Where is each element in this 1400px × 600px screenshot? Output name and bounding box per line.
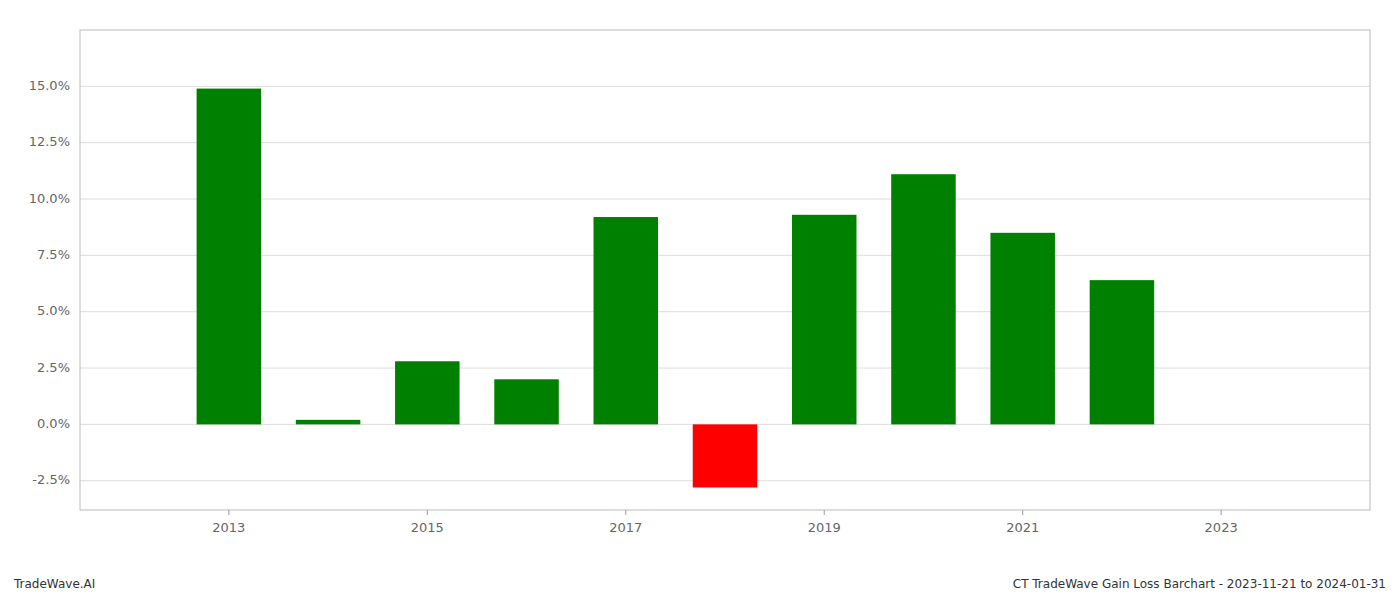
grid-line: [80, 368, 1370, 369]
x-tick: [1221, 510, 1222, 515]
x-tick-label: 2017: [609, 520, 642, 535]
y-tick-label: 15.0%: [29, 78, 70, 93]
x-tick: [1022, 510, 1023, 515]
x-tick-label: 2019: [808, 520, 841, 535]
grid-line: [80, 86, 1370, 87]
bar: [990, 233, 1055, 425]
y-grid: [80, 86, 1370, 480]
footer-left: TradeWave.AI: [13, 577, 95, 591]
y-tick-label: 2.5%: [37, 360, 70, 375]
grid-line: [80, 142, 1370, 143]
x-tick: [824, 510, 825, 515]
plot-frame: [80, 30, 1370, 510]
bars: [197, 89, 1155, 488]
grid-line: [80, 199, 1370, 200]
bar: [792, 215, 857, 425]
bar: [197, 89, 262, 425]
footer-right: CT TradeWave Gain Loss Barchart - 2023-1…: [1013, 577, 1386, 591]
bar: [395, 361, 460, 424]
x-tick-label: 2013: [212, 520, 245, 535]
grid-line: [80, 311, 1370, 312]
y-tick-label: 0.0%: [37, 416, 70, 431]
y-tick-label: 7.5%: [37, 247, 70, 262]
chart: -2.5% 0.0% 2.5% 5.0% 7.5% 10.0% 12.5% 15.0% 2013…: [0, 0, 1400, 600]
x-tick-label: 2023: [1205, 520, 1238, 535]
y-tick-label: 10.0%: [29, 191, 70, 206]
x-tick-label: 2021: [1006, 520, 1039, 535]
bar: [693, 424, 758, 487]
bar: [494, 379, 559, 424]
bar: [594, 217, 659, 424]
x-tick: [625, 510, 626, 515]
y-tick-label: 12.5%: [29, 134, 70, 149]
bar: [891, 174, 956, 424]
y-tick-label: -2.5%: [32, 472, 70, 487]
x-tick-label: 2015: [411, 520, 444, 535]
bar: [296, 420, 361, 425]
grid-line: [80, 255, 1370, 256]
x-tick: [427, 510, 428, 515]
bar: [1090, 280, 1155, 424]
y-tick-label: 5.0%: [37, 303, 70, 318]
x-tick: [228, 510, 229, 515]
